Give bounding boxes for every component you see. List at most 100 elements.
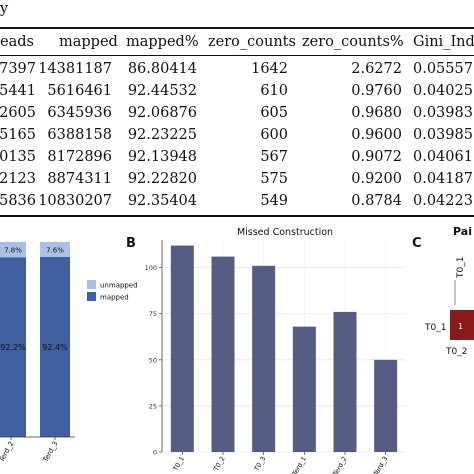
table-cell: 0.04061 bbox=[413, 149, 473, 165]
table-cell: 6388158 bbox=[47, 127, 112, 143]
table-cell: 0.9680 bbox=[351, 105, 402, 121]
y-tick-label: 25 bbox=[149, 402, 157, 410]
table-cell: 2123 bbox=[0, 171, 36, 187]
table-bottom-rule bbox=[0, 215, 474, 217]
panel-c-heatmap-cell bbox=[450, 310, 474, 340]
table-cell: 5165 bbox=[0, 127, 36, 143]
col-header-reads: eads bbox=[0, 34, 34, 50]
table-cell: 605 bbox=[260, 105, 288, 121]
panel-b-plot-area: 0 25 50 75 100 T0_1 T0_2 T0_3 Terd_1 Terd_2 Terd_3 bbox=[145, 240, 406, 474]
table-cell: 567 bbox=[260, 149, 288, 165]
x-tick-label: T0_1 bbox=[171, 455, 186, 473]
x-tick-label: T0_2 bbox=[212, 455, 227, 473]
table-cell: 6345936 bbox=[47, 105, 112, 121]
bar bbox=[211, 256, 235, 452]
bar-unmapped bbox=[0, 242, 26, 258]
bar bbox=[374, 359, 398, 452]
panel-c-heatmap: C Pai T0_1 T0_1 1 T0_2 bbox=[412, 225, 474, 357]
legend-label-unmapped: unmapped bbox=[100, 282, 138, 290]
panel-c-title-fragment: Pai bbox=[453, 225, 472, 238]
col-header-mapped: mapped bbox=[59, 34, 118, 50]
panel-c-col-label: T0_1 bbox=[456, 257, 466, 279]
table-cell: 92.23225 bbox=[127, 127, 197, 143]
bar-mapped bbox=[0, 257, 26, 437]
table-cell: 8172896 bbox=[47, 149, 112, 165]
table-cell: 5441 bbox=[0, 83, 36, 99]
bar-label-unmapped: 7.8% bbox=[4, 247, 22, 255]
table-cell: 600 bbox=[260, 127, 288, 143]
legend-swatch-unmapped bbox=[87, 280, 96, 289]
bar-label-mapped: 92.2% bbox=[0, 343, 26, 352]
table-cell: 0.04025 bbox=[413, 83, 473, 99]
panel-c-label: C bbox=[412, 236, 422, 251]
table-cell: 2.6272 bbox=[351, 61, 402, 77]
table-cell: 0.05557 bbox=[413, 61, 473, 77]
table-cell: 92.44532 bbox=[127, 83, 197, 99]
bar-label-unmapped: 7.6% bbox=[46, 246, 64, 254]
y-tick-label: 75 bbox=[149, 310, 157, 318]
bar bbox=[252, 265, 276, 452]
table-title-fragment: y bbox=[0, 1, 9, 17]
x-tick-label: Terd_2 bbox=[331, 455, 349, 474]
bar-mapped bbox=[40, 256, 70, 437]
panel-a-stacked-bar-chart: 92.2% 7.8% Terd_2 92.4% 7.6% Terd_3 unmapped ma… bbox=[0, 242, 138, 464]
table-cell: 0.04187 bbox=[413, 171, 473, 187]
bar bbox=[292, 326, 316, 452]
panel-b-title: Missed Construction bbox=[237, 227, 333, 238]
table-cell: 5836 bbox=[0, 193, 36, 209]
bar bbox=[333, 311, 357, 452]
table-cell: 5616461 bbox=[47, 83, 112, 99]
table-cell: 92.13948 bbox=[127, 149, 197, 165]
x-tick-label: Terd_2 bbox=[0, 440, 16, 464]
legend-label-mapped: mapped bbox=[100, 294, 129, 302]
table-cell: 92.06876 bbox=[127, 105, 197, 121]
panel-c-cell-value: 1 bbox=[458, 322, 463, 331]
table-cell: 0.03985 bbox=[413, 127, 473, 143]
plot-background bbox=[162, 240, 406, 452]
table-cell: 10830207 bbox=[38, 193, 112, 209]
x-tick-label: T0_3 bbox=[252, 455, 267, 473]
panel-c-row-label-2: T0_2 bbox=[445, 347, 467, 357]
y-tick-label: 50 bbox=[149, 356, 157, 364]
col-header-gini: Gini_Ind bbox=[413, 34, 474, 50]
table-cell: 7397 bbox=[0, 61, 36, 77]
table-cell: 92.35404 bbox=[127, 193, 197, 209]
bar bbox=[170, 245, 194, 452]
table-cell: 0.9760 bbox=[351, 83, 402, 99]
table-cell: 0.9072 bbox=[351, 149, 402, 165]
panel-c-row-label-1: T0_1 bbox=[424, 323, 446, 333]
table-cell: 0.03983 bbox=[413, 105, 473, 121]
table-cell: 0.04223 bbox=[413, 193, 473, 209]
bar-label-mapped: 92.4% bbox=[42, 343, 68, 352]
table-cell: 2605 bbox=[0, 105, 36, 121]
panel-b-label: B bbox=[126, 236, 136, 251]
stats-table: y eads mapped mapped% zero_counts zero_c… bbox=[0, 0, 474, 220]
table-cell: 575 bbox=[260, 171, 288, 187]
table-cell: 14381187 bbox=[38, 61, 112, 77]
table-cell: 1642 bbox=[251, 61, 288, 77]
table-cell: 0135 bbox=[0, 149, 36, 165]
table-cell: 86.80414 bbox=[127, 61, 197, 77]
col-header-zero-counts-pct: zero_counts% bbox=[302, 34, 404, 50]
y-tick-label: 100 bbox=[145, 264, 157, 272]
x-tick-label: Terd_1 bbox=[290, 455, 308, 474]
table-cell: 0.8784 bbox=[351, 193, 402, 209]
panel-b-bar-chart: B Missed Construction 0 25 50 75 100 T0_1 T0_2… bbox=[126, 227, 406, 474]
table-cell: 0.9600 bbox=[351, 127, 402, 143]
table-cell: 8874311 bbox=[47, 171, 112, 187]
y-tick-label: 0 bbox=[153, 449, 157, 457]
table-cell: 92.22820 bbox=[127, 171, 197, 187]
col-header-zero-counts: zero_counts bbox=[208, 34, 296, 50]
figure-panels: 92.2% 7.8% Terd_2 92.4% 7.6% Terd_3 unmapped ma… bbox=[0, 220, 474, 474]
table-cell: 0.9200 bbox=[351, 171, 402, 187]
x-tick-label: Terd_3 bbox=[41, 440, 60, 464]
bar-unmapped bbox=[40, 242, 70, 257]
table-header-rule bbox=[0, 55, 474, 56]
table-cell: 610 bbox=[260, 83, 288, 99]
table-top-rule bbox=[0, 27, 474, 29]
x-tick-label: Terd_3 bbox=[372, 455, 390, 474]
table-cell: 549 bbox=[260, 193, 288, 209]
legend-swatch-mapped bbox=[87, 292, 96, 301]
figure-svg: 92.2% 7.8% Terd_2 92.4% 7.6% Terd_3 unmapped ma… bbox=[0, 225, 474, 474]
col-header-mapped-pct: mapped% bbox=[126, 34, 199, 50]
